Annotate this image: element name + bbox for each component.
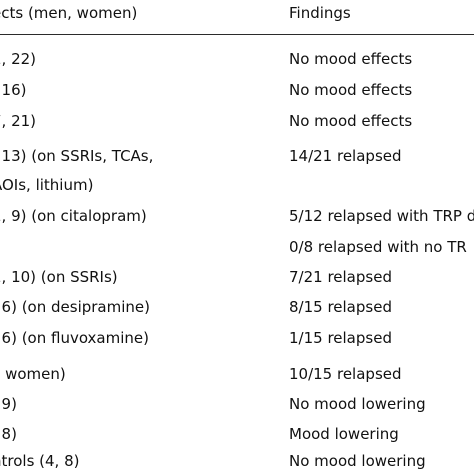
- table-row-11-findings: 10/15 relapsed: [289, 365, 402, 383]
- table-row-14-findings: No mood lowering: [289, 452, 426, 470]
- table-row-8-findings: 7/21 relapsed: [289, 268, 392, 286]
- header-divider: [0, 34, 474, 35]
- table-row-8-subjects: 1, 10) (on SSRIs): [0, 268, 118, 286]
- table-row-13-subjects: , 8): [0, 425, 17, 443]
- table-row-2-subjects: , 16): [0, 81, 27, 99]
- table-row-3-findings: No mood effects: [289, 112, 413, 130]
- table-row-6-findings: 5/12 relapsed with TRP d: [289, 207, 474, 225]
- table-row-4-findings: 14/21 relapsed: [289, 147, 402, 165]
- table-row-1-subjects: 1, 22): [0, 50, 37, 68]
- table-row-3-subjects: 7, 21): [0, 112, 37, 130]
- table-row-7-findings: 0/8 relapsed with no TR: [289, 238, 467, 256]
- table-row-14-subjects: ntrols (4, 8): [0, 452, 80, 470]
- table-row-4-subjects: , 13) (on SSRIs, TCAs,: [0, 147, 154, 165]
- table-row-2-findings: No mood effects: [289, 81, 413, 99]
- table-row-10-findings: 1/15 relapsed: [289, 329, 392, 347]
- table-row-12-subjects: , 9): [0, 395, 17, 413]
- table-row-10-subjects: , 6) (on fluvoxamine): [0, 329, 149, 347]
- table-row-9-findings: 8/15 relapsed: [289, 298, 392, 316]
- column-header-subjects: ects (men, women): [0, 4, 138, 22]
- table-row-12-findings: No mood lowering: [289, 395, 426, 413]
- column-header-findings: Findings: [289, 4, 351, 22]
- table-row-13-findings: Mood lowering: [289, 425, 399, 443]
- table-row-9-subjects: , 6) (on desipramine): [0, 298, 150, 316]
- table-row-6-subjects: 1, 9) (on citalopram): [0, 207, 147, 225]
- table-row-11-subjects: ll women): [0, 365, 66, 383]
- table-row-1-findings: No mood effects: [289, 50, 413, 68]
- table-row-5-subjects: AOIs, lithium): [0, 176, 94, 194]
